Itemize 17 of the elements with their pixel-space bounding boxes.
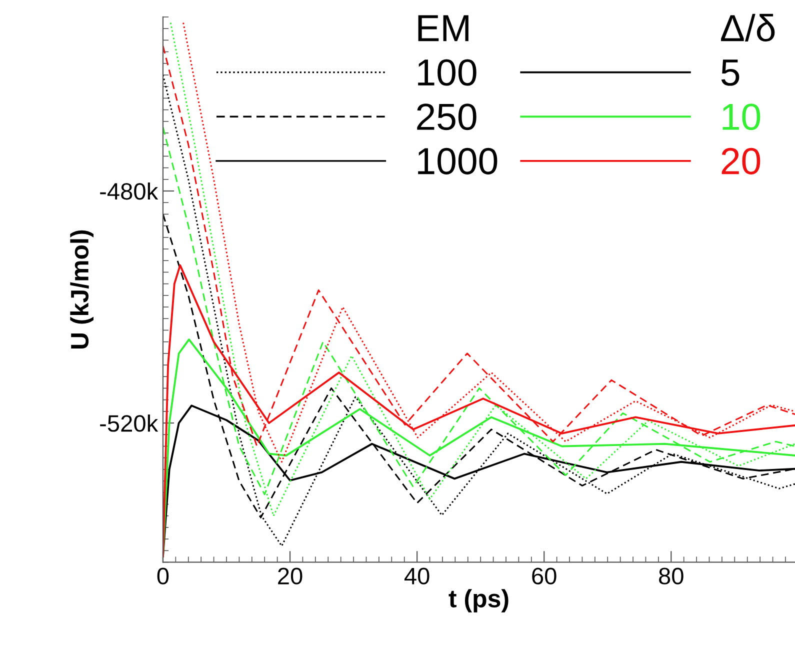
- annotation: EM: [418, 15, 468, 42]
- y-tick-label: -520k: [100, 414, 158, 432]
- x-tick-label: 20: [278, 568, 302, 584]
- y-axis-title: U (kJ/mol): [70, 230, 94, 349]
- annotation: 250: [417, 104, 476, 130]
- annotation: 1000: [418, 148, 498, 174]
- annotation: Δ/δ: [721, 14, 775, 42]
- x-tick-label: 80: [659, 568, 684, 584]
- x-tick-label: 40: [404, 568, 430, 584]
- annotation: 20: [722, 148, 760, 174]
- annotation: 5: [721, 60, 740, 86]
- annotation: 100: [418, 59, 476, 86]
- y-tick-label: -480k: [100, 182, 158, 200]
- x-tick-label: 0: [157, 568, 169, 584]
- x-axis-title: t (ps): [448, 589, 508, 612]
- annotation: 10: [722, 104, 760, 130]
- x-tick-label: 60: [532, 568, 556, 584]
